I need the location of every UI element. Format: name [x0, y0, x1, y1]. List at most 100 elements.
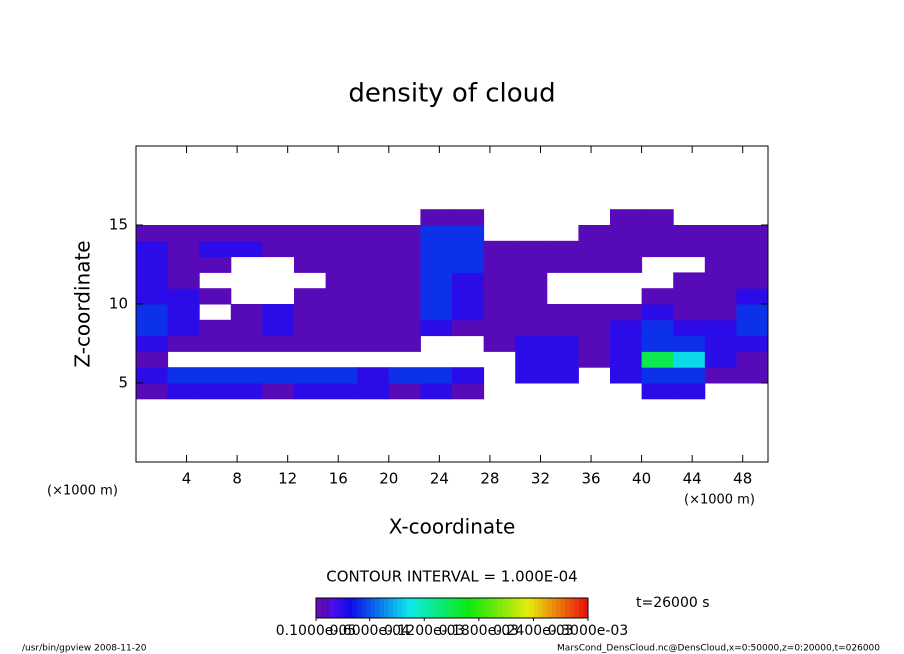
cell	[167, 304, 200, 321]
cell	[262, 351, 294, 367]
cell	[357, 225, 390, 242]
footer: /usr/bin/gpview 2008-11-20	[22, 644, 147, 654]
colorbar-swatch	[547, 598, 553, 618]
cell	[452, 351, 484, 367]
cell	[420, 383, 453, 400]
cell	[388, 240, 421, 258]
cell	[294, 335, 327, 352]
colorbar-swatch	[583, 598, 589, 618]
cell	[452, 209, 485, 226]
cell	[704, 256, 737, 273]
cell	[325, 383, 358, 400]
cell	[515, 225, 547, 241]
cell	[515, 351, 548, 368]
colorbar-swatch	[483, 598, 489, 618]
cell	[357, 288, 390, 305]
x-tick-label: 16	[329, 470, 348, 488]
colorbar-swatch	[524, 598, 530, 618]
cell	[704, 304, 737, 321]
cell	[294, 319, 327, 337]
x-tick-label: 4	[182, 470, 192, 488]
cell	[641, 383, 674, 400]
colorbar-swatch	[429, 598, 435, 618]
cell	[230, 335, 263, 352]
colorbar-swatch	[325, 598, 330, 618]
colorbar-swatch	[488, 598, 494, 618]
cell	[230, 319, 263, 337]
cell	[641, 319, 674, 337]
colorbar-swatch	[411, 598, 417, 618]
colorbar-swatch	[329, 598, 335, 618]
cell	[136, 256, 169, 273]
cell	[231, 257, 263, 273]
cell	[641, 304, 674, 321]
cell	[610, 383, 642, 399]
cell	[262, 304, 295, 321]
cell	[578, 240, 611, 258]
cell	[546, 304, 579, 321]
cell	[199, 225, 232, 242]
cell	[578, 209, 610, 225]
cell	[388, 225, 421, 242]
x-tick-label: 24	[430, 470, 449, 488]
cell	[673, 288, 706, 305]
cell	[641, 367, 674, 384]
colorbar-swatch	[515, 598, 521, 618]
cell	[357, 367, 390, 384]
cell	[736, 335, 769, 352]
cell	[610, 256, 643, 273]
y-tick-label: 15	[109, 216, 128, 234]
cell	[262, 272, 294, 288]
cell	[578, 288, 610, 304]
colorbar-swatch	[456, 598, 462, 618]
cell	[357, 319, 390, 337]
cell	[515, 319, 548, 337]
x-tick-label: 8	[232, 470, 242, 488]
cell	[357, 240, 390, 258]
cell	[736, 240, 769, 258]
cell	[578, 256, 611, 273]
colorbar-swatch	[374, 598, 380, 618]
cell	[262, 225, 295, 242]
cell	[452, 304, 485, 321]
cell	[515, 367, 548, 384]
y-tick-label: 5	[118, 374, 128, 392]
cell	[704, 319, 737, 337]
cell	[483, 319, 516, 337]
cell	[262, 383, 295, 400]
cell	[705, 383, 737, 399]
cell	[673, 209, 705, 225]
cell	[578, 383, 610, 399]
cell	[199, 304, 231, 320]
cell	[546, 335, 579, 352]
cell	[199, 288, 232, 305]
cell	[136, 351, 169, 368]
chart-title: density of cloud	[348, 79, 555, 109]
colorbar-swatch	[474, 598, 480, 618]
colorbar-swatch	[497, 598, 503, 618]
cell	[357, 304, 390, 321]
colorbar-swatch	[506, 598, 512, 618]
cell	[610, 351, 643, 368]
cell	[673, 240, 706, 258]
cell	[704, 272, 737, 289]
cell	[325, 367, 358, 384]
cell	[262, 257, 294, 273]
cell	[199, 335, 232, 352]
cell	[262, 335, 295, 352]
cell	[641, 240, 674, 258]
colorbar-swatch	[352, 598, 358, 618]
cell	[736, 272, 769, 289]
cell	[515, 209, 547, 225]
cell	[294, 383, 327, 400]
cell	[704, 335, 737, 352]
colorbar-swatch	[542, 598, 548, 618]
cell	[420, 336, 452, 352]
cell	[420, 288, 453, 305]
cell	[484, 209, 516, 225]
cell	[610, 319, 643, 337]
x-tick-label: 20	[379, 470, 398, 488]
cell	[641, 288, 674, 305]
colorbar-swatch	[343, 598, 349, 618]
cell	[136, 225, 169, 242]
